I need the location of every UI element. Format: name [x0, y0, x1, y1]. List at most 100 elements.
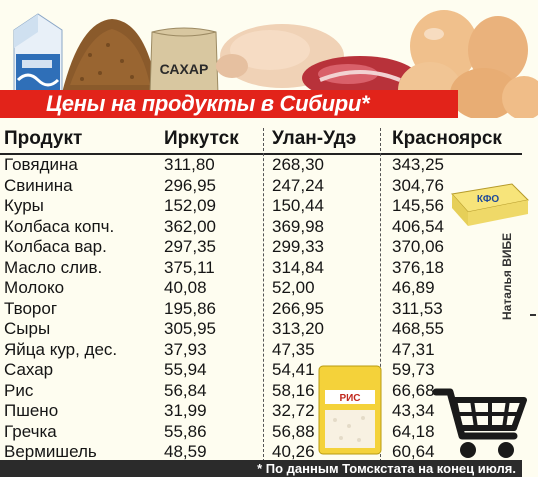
cell-product: Рис [4, 380, 34, 400]
table-row: Колбаса копч. 362,00 369,98 406,54 [0, 217, 520, 237]
cell-irkutsk: 40,08 [164, 278, 207, 297]
cell-krasnoyarsk: 43,34 [392, 401, 435, 420]
cell-ulan-ude: 247,24 [272, 175, 324, 195]
cell-product: Колбаса вар. [4, 237, 107, 256]
cell-irkutsk: 375,11 [164, 257, 215, 277]
cell-product: Свинина [4, 175, 73, 195]
table-row: Творог 195,86 266,95 311,53 [0, 299, 520, 319]
cell-ulan-ude: 32,72 [272, 401, 315, 420]
cell-ulan-ude: 268,30 [272, 155, 324, 174]
cell-irkutsk: 31,99 [164, 401, 207, 420]
cell-product: Говядина [4, 155, 78, 174]
header-irkutsk: Иркутск [164, 128, 239, 149]
rice-pack-label: РИС [339, 393, 360, 404]
cell-ulan-ude: 150,44 [272, 196, 324, 215]
header-divider [0, 153, 522, 155]
cell-irkutsk: 37,93 [164, 339, 207, 359]
cell-irkutsk: 297,35 [164, 237, 216, 256]
page-title: Цены на продукты в Сибири* [46, 91, 370, 116]
cell-product: Колбаса копч. [4, 216, 115, 236]
table-header-row: Продукт Иркутск Улан-Удэ Красноярск [0, 128, 520, 149]
table-row: Колбаса вар. 297,35 299,33 370,06 [0, 237, 520, 257]
cell-product: Творог [4, 298, 58, 318]
cell-krasnoyarsk: 145,56 [392, 196, 444, 215]
table-row: Вермишель 48,59 40,26 60,64 [0, 442, 520, 462]
table-row: Куры 152,09 150,44 145,56 [0, 196, 520, 216]
sugar-bag-icon: САХАР [149, 27, 219, 95]
buckwheat-icon [62, 19, 158, 93]
butter-label: КФО [477, 194, 500, 205]
header-ulan-ude: Улан-Удэ [272, 128, 357, 149]
cell-irkutsk: 195,86 [164, 298, 216, 318]
cell-product: Молоко [4, 278, 65, 297]
cell-irkutsk: 48,59 [164, 442, 207, 461]
cell-krasnoyarsk: 370,06 [392, 237, 444, 256]
table-row: Говядина 311,80 268,30 343,25 [0, 155, 520, 175]
cell-krasnoyarsk: 376,18 [392, 257, 444, 277]
milk-carton-icon [13, 13, 63, 101]
footnote: * По данным Томскстата на конец июля. [0, 460, 522, 477]
cell-ulan-ude: 54,41 [272, 360, 315, 379]
cell-irkutsk: 152,09 [164, 196, 216, 215]
edge-mark [530, 314, 536, 316]
butter-icon: КФО [451, 183, 530, 226]
cell-ulan-ude: 52,00 [272, 278, 315, 297]
sugar-bag-label: САХАР [160, 61, 209, 77]
table-row: Пшено 31,99 32,72 43,34 [0, 401, 520, 421]
cell-krasnoyarsk: 64,18 [392, 421, 435, 441]
cell-irkutsk: 296,95 [164, 175, 216, 195]
meat-icon [302, 56, 418, 100]
cell-krasnoyarsk: 59,73 [392, 360, 435, 379]
cell-krasnoyarsk: 304,76 [392, 175, 444, 195]
cell-ulan-ude: 314,84 [272, 257, 324, 277]
table-row: Яйца кур, дес. 37,93 47,35 47,31 [0, 340, 520, 360]
cell-ulan-ude: 47,35 [272, 339, 315, 359]
cell-krasnoyarsk: 311,53 [392, 298, 443, 318]
shopping-cart-icon [432, 388, 527, 458]
cell-product: Куры [4, 196, 44, 215]
table-row: Молоко 40,08 52,00 46,89 [0, 278, 520, 298]
cell-irkutsk: 311,80 [164, 155, 215, 174]
cell-product: Вермишель [4, 442, 97, 461]
cell-product: Сахар [4, 360, 54, 379]
cell-krasnoyarsk: 47,31 [392, 339, 435, 359]
cell-product: Гречка [4, 421, 57, 441]
table-row: Масло слив. 375,11 314,84 376,18 [0, 258, 520, 278]
cell-product: Пшено [4, 401, 59, 420]
cell-krasnoyarsk: 468,55 [392, 319, 444, 338]
top-edge [0, 0, 538, 10]
header-product: Продукт [4, 128, 83, 149]
header-krasnoyarsk: Красноярск [392, 128, 502, 149]
cell-product: Яйца кур, дес. [4, 339, 118, 359]
table-row: Рис 56,84 58,16 66,68 [0, 381, 520, 401]
author-credit: Наталья ВИБЕ [500, 232, 514, 320]
cell-irkutsk: 305,95 [164, 319, 216, 338]
cell-ulan-ude: 313,20 [272, 319, 324, 338]
cell-irkutsk: 55,94 [164, 360, 207, 379]
cell-krasnoyarsk: 60,64 [392, 442, 435, 461]
cell-krasnoyarsk: 343,25 [392, 155, 444, 174]
cell-ulan-ude: 58,16 [272, 380, 315, 400]
cell-krasnoyarsk: 46,89 [392, 278, 435, 297]
cell-ulan-ude: 299,33 [272, 237, 324, 256]
table-row: Сыры 305,95 313,20 468,55 [0, 319, 520, 339]
cell-product: Сыры [4, 319, 51, 338]
rice-pack-icon: РИС [318, 365, 382, 455]
table-row: Сахар 55,94 54,41 59,73 [0, 360, 520, 380]
cell-ulan-ude: 369,98 [272, 216, 324, 236]
cell-irkutsk: 56,84 [164, 380, 207, 400]
cell-irkutsk: 362,00 [164, 216, 216, 236]
cell-ulan-ude: 266,95 [272, 298, 324, 318]
column-divider [263, 128, 264, 462]
cell-krasnoyarsk: 66,68 [392, 380, 435, 400]
column-divider [380, 128, 381, 462]
table-row: Гречка 55,86 56,88 64,18 [0, 422, 520, 442]
cell-irkutsk: 55,86 [164, 421, 207, 441]
cell-ulan-ude: 40,26 [272, 442, 315, 461]
cell-ulan-ude: 56,88 [272, 421, 315, 441]
table-row: Свинина 296,95 247,24 304,76 [0, 176, 520, 196]
cell-krasnoyarsk: 406,54 [392, 216, 444, 236]
banner: Цены на продукты в Сибири* [0, 90, 458, 118]
cell-product: Масло слив. [4, 257, 103, 277]
